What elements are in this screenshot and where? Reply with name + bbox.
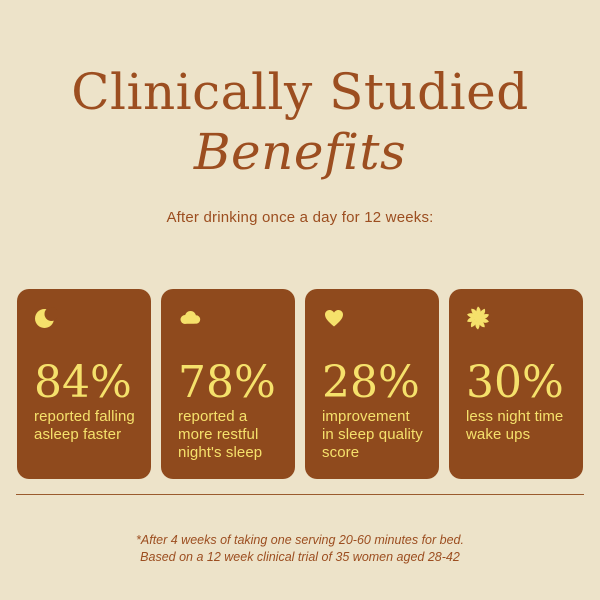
stat-value: 30% bbox=[466, 357, 564, 408]
stat-value: 84% bbox=[34, 357, 132, 408]
header: Clinically Studied Benefits After drinki… bbox=[0, 0, 600, 226]
swirl-icon bbox=[466, 306, 490, 330]
stat-cards-row: 84% reported falling asleep faster 78% r… bbox=[17, 289, 583, 479]
page-title-line2: Benefits bbox=[193, 123, 407, 181]
stat-description: reported falling asleep faster bbox=[34, 408, 135, 443]
stat-description: less night time wake ups bbox=[466, 408, 564, 443]
page-title-line1: Clinically Studied bbox=[71, 63, 529, 121]
cloud-icon bbox=[178, 306, 202, 330]
stat-card-wake-ups: 30% less night time wake ups bbox=[449, 289, 583, 479]
stat-description: improvement in sleep quality score bbox=[322, 408, 423, 461]
stat-value: 28% bbox=[322, 357, 420, 408]
moon-icon bbox=[34, 306, 58, 330]
footnote: *After 4 weeks of taking one serving 20-… bbox=[0, 532, 600, 566]
stat-card-sleep-quality: 28% improvement in sleep quality score bbox=[305, 289, 439, 479]
stat-card-falling-asleep: 84% reported falling asleep faster bbox=[17, 289, 151, 479]
stat-value: 78% bbox=[178, 357, 276, 408]
stat-description: reported a more restful night's sleep bbox=[178, 408, 263, 461]
heart-icon bbox=[322, 306, 346, 330]
divider-line bbox=[16, 494, 584, 495]
stat-card-restful-sleep: 78% reported a more restful night's slee… bbox=[161, 289, 295, 479]
footnote-line1: *After 4 weeks of taking one serving 20-… bbox=[136, 533, 464, 547]
subtitle: After drinking once a day for 12 weeks: bbox=[166, 209, 434, 226]
footnote-line2: Based on a 12 week clinical trial of 35 … bbox=[140, 550, 460, 564]
